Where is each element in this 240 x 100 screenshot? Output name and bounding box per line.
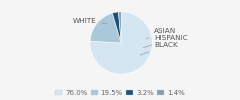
Text: ASIAN: ASIAN (146, 28, 176, 39)
Wedge shape (90, 13, 121, 43)
Wedge shape (90, 12, 152, 74)
Wedge shape (112, 12, 121, 43)
Text: WHITE: WHITE (73, 18, 107, 24)
Text: HISPANIC: HISPANIC (143, 35, 188, 48)
Text: BLACK: BLACK (140, 42, 178, 55)
Legend: 76.0%, 19.5%, 3.2%, 1.4%: 76.0%, 19.5%, 3.2%, 1.4% (54, 89, 186, 96)
Wedge shape (119, 12, 121, 43)
